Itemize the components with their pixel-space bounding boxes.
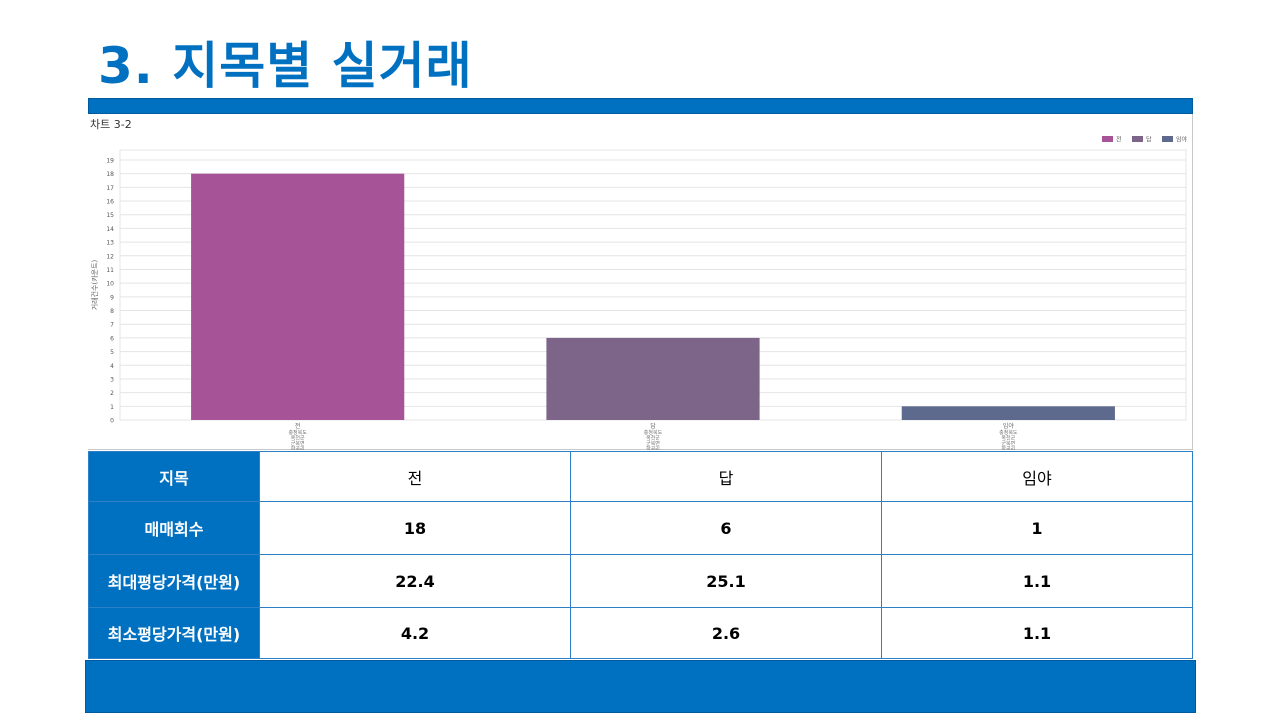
stats-table: 지목 전 답 임야 매매회수 18 6 1 최대평당가격(만원) 22.4 25…: [88, 451, 1193, 659]
row-header: 지목: [88, 451, 260, 502]
bar: [901, 406, 1115, 420]
y-tick-label: 5: [110, 349, 114, 356]
x-tick-label: 전: [295, 422, 301, 430]
title-underline-bar: [88, 98, 1193, 114]
x-tick-sublabel: 충청북도: [288, 429, 307, 436]
table-cell: 전: [259, 451, 571, 502]
x-tick-sublabel: 군북면: [1001, 440, 1015, 447]
table-cell: 6: [570, 501, 882, 555]
table-cell: 1.1: [881, 607, 1193, 659]
bar: [546, 337, 760, 420]
table-cell: 2.6: [570, 607, 882, 659]
y-tick-label: 10: [106, 281, 114, 288]
x-tick-label: 답: [650, 423, 656, 430]
x-tick-sublabel: 충청북도: [644, 429, 663, 436]
page-title: 3. 지목별 실거래: [98, 37, 473, 95]
y-tick-label: 1: [110, 404, 114, 411]
row-header: 최소평당가격(만원): [88, 607, 260, 659]
y-tick-label: 9: [110, 294, 114, 301]
bar-chart: 012345678910111213141516171819거래건수(카운트)전…: [90, 136, 1188, 451]
x-tick-sublabel: 군북면: [291, 440, 305, 447]
table-cell: 1.1: [881, 554, 1193, 608]
legend-label: 임야: [1176, 136, 1188, 144]
table-cell: 22.4: [259, 554, 571, 608]
y-tick-label: 3: [110, 376, 114, 383]
y-tick-label: 11: [106, 267, 114, 274]
chart-caption: 차트 3-2: [90, 118, 132, 131]
y-tick-label: 7: [110, 322, 114, 329]
row-header: 매매회수: [88, 501, 260, 555]
legend-swatch: [1102, 136, 1113, 142]
x-tick-sublabel: 군북면: [646, 440, 660, 447]
x-tick-sublabel: 항곡리: [646, 446, 660, 451]
legend-label: 전: [1116, 136, 1122, 144]
table-row: 최소평당가격(만원) 4.2 2.6 1.1: [88, 607, 1193, 659]
x-tick-sublabel: 옥천군: [646, 435, 660, 442]
chart-container: 차트 3-2 0 1 2 3 4 5 6 7 8 9 10 11 12 13 14 15 16 17 18 19 거래건…: [88, 114, 1193, 450]
y-tick-label: 2: [110, 390, 114, 397]
y-tick-label: 6: [110, 335, 114, 342]
y-tick-label: 17: [106, 185, 114, 192]
legend-swatch: [1162, 136, 1173, 142]
y-tick-label: 4: [110, 363, 114, 370]
footer-bar: [85, 660, 1196, 713]
x-tick-sublabel: 항곡리: [291, 446, 305, 451]
y-tick-label: 18: [106, 171, 114, 178]
y-tick-label: 19: [106, 158, 114, 165]
table-cell: 25.1: [570, 554, 882, 608]
y-tick-label: 12: [106, 253, 114, 260]
row-header: 최대평당가격(만원): [88, 554, 260, 608]
bar: [191, 173, 405, 420]
y-tick-label: 0: [110, 418, 114, 425]
y-tick-label: 15: [106, 212, 114, 219]
y-tick-label: 13: [106, 240, 114, 247]
table-cell: 4.2: [259, 607, 571, 659]
table-cell: 1: [881, 501, 1193, 555]
table-row: 지목 전 답 임야: [88, 451, 1193, 502]
table-cell: 답: [570, 451, 882, 502]
legend-label: 답: [1146, 137, 1152, 144]
table-row: 매매회수 18 6 1: [88, 501, 1193, 555]
table-cell: 18: [259, 501, 571, 555]
x-tick-label: 임야: [1003, 422, 1015, 430]
y-tick-label: 16: [106, 199, 114, 206]
x-tick-sublabel: 옥천군: [1001, 435, 1015, 442]
y-tick-label: 14: [106, 226, 114, 233]
y-axis-label: 거래건수(카운트): [90, 259, 99, 310]
table-row: 최대평당가격(만원) 22.4 25.1 1.1: [88, 554, 1193, 608]
table-cell: 임야: [881, 451, 1193, 502]
x-tick-sublabel: 충청북도: [999, 429, 1018, 436]
x-tick-sublabel: 항곡리: [1001, 446, 1015, 451]
legend-swatch: [1132, 136, 1143, 142]
x-tick-sublabel: 옥천군: [291, 435, 305, 442]
y-tick-label: 8: [110, 308, 114, 315]
